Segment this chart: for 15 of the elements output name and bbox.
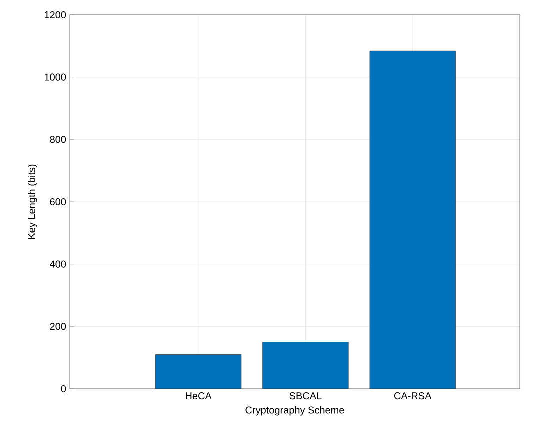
y-tick-label: 1000 xyxy=(44,74,66,81)
y-tick-label: 600 xyxy=(50,198,66,206)
y-axis-title: Key Length (bits) xyxy=(28,164,38,239)
bar xyxy=(262,342,349,389)
y-tick-label: 800 xyxy=(50,136,66,144)
y-tick-label: 0 xyxy=(61,385,66,393)
bar xyxy=(156,354,242,389)
bar xyxy=(370,50,456,389)
x-tick-label: CA-RSA xyxy=(394,392,432,400)
y-tick-label: 1200 xyxy=(44,11,66,19)
x-tick-label: HeCA xyxy=(186,392,212,400)
y-tick-label: 200 xyxy=(50,323,66,330)
x-axis-title: Cryptography Scheme xyxy=(246,406,344,416)
y-tick-label: 400 xyxy=(50,260,66,268)
x-tick-label: SBCAL xyxy=(290,392,322,400)
